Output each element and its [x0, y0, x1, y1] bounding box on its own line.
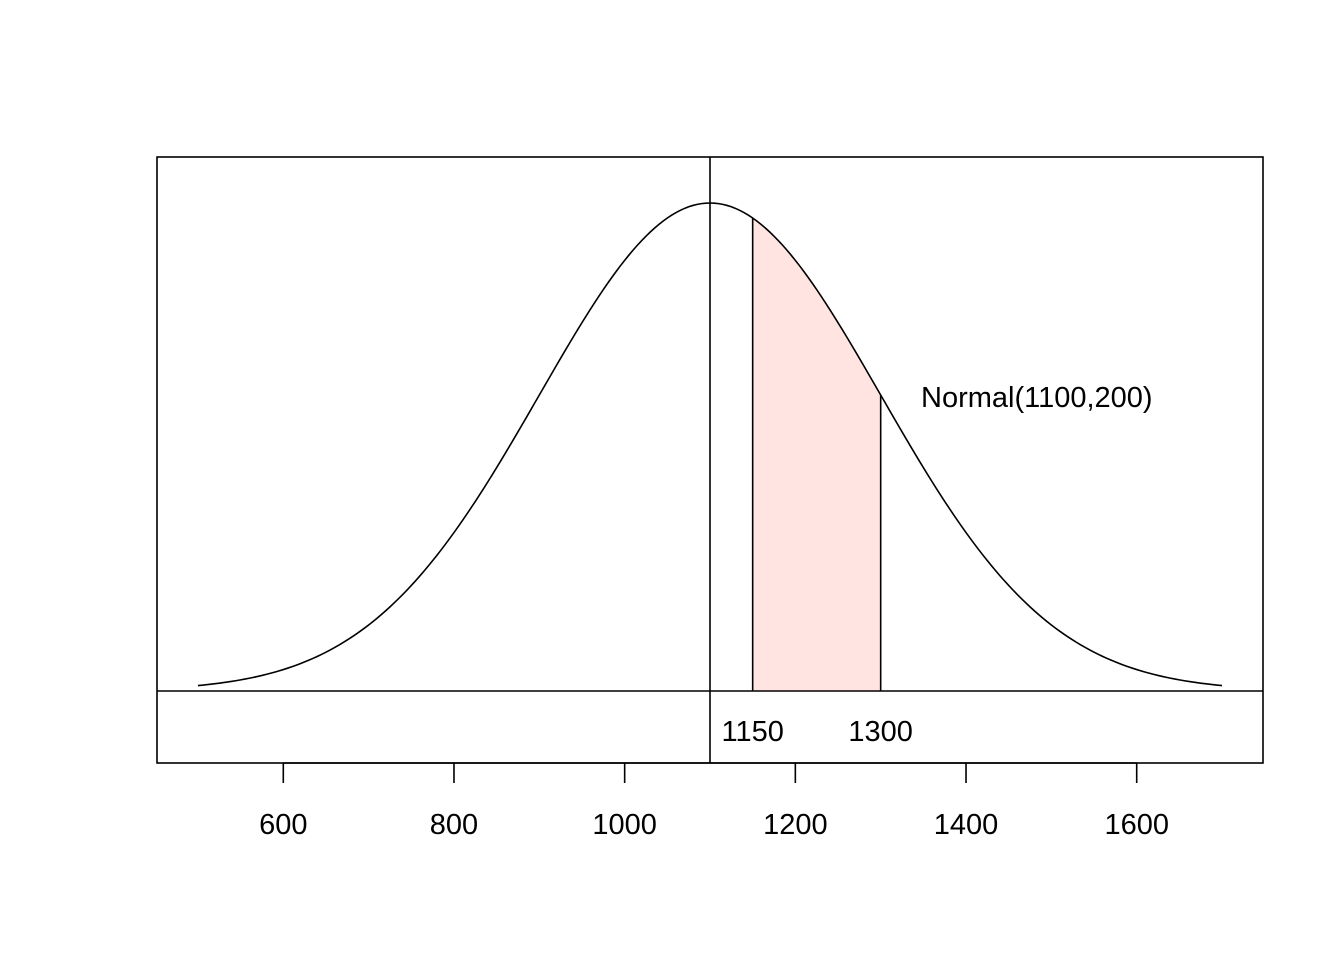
x-tick-label: 1200	[763, 809, 828, 841]
x-tick-label: 800	[430, 809, 478, 841]
x-tick-label: 600	[259, 809, 307, 841]
upper-bound-label: 1300	[848, 716, 913, 748]
x-tick-label: 1400	[934, 809, 999, 841]
curve-label: Normal(1100,200)	[921, 382, 1153, 414]
x-tick-label: 1000	[592, 809, 657, 841]
x-axis: 600 800 1000 1200 1400 1600	[259, 762, 1169, 841]
lower-bound-label: 1150	[721, 716, 783, 748]
x-tick-label: 1600	[1104, 809, 1169, 841]
shaded-probability-region	[752, 218, 881, 691]
